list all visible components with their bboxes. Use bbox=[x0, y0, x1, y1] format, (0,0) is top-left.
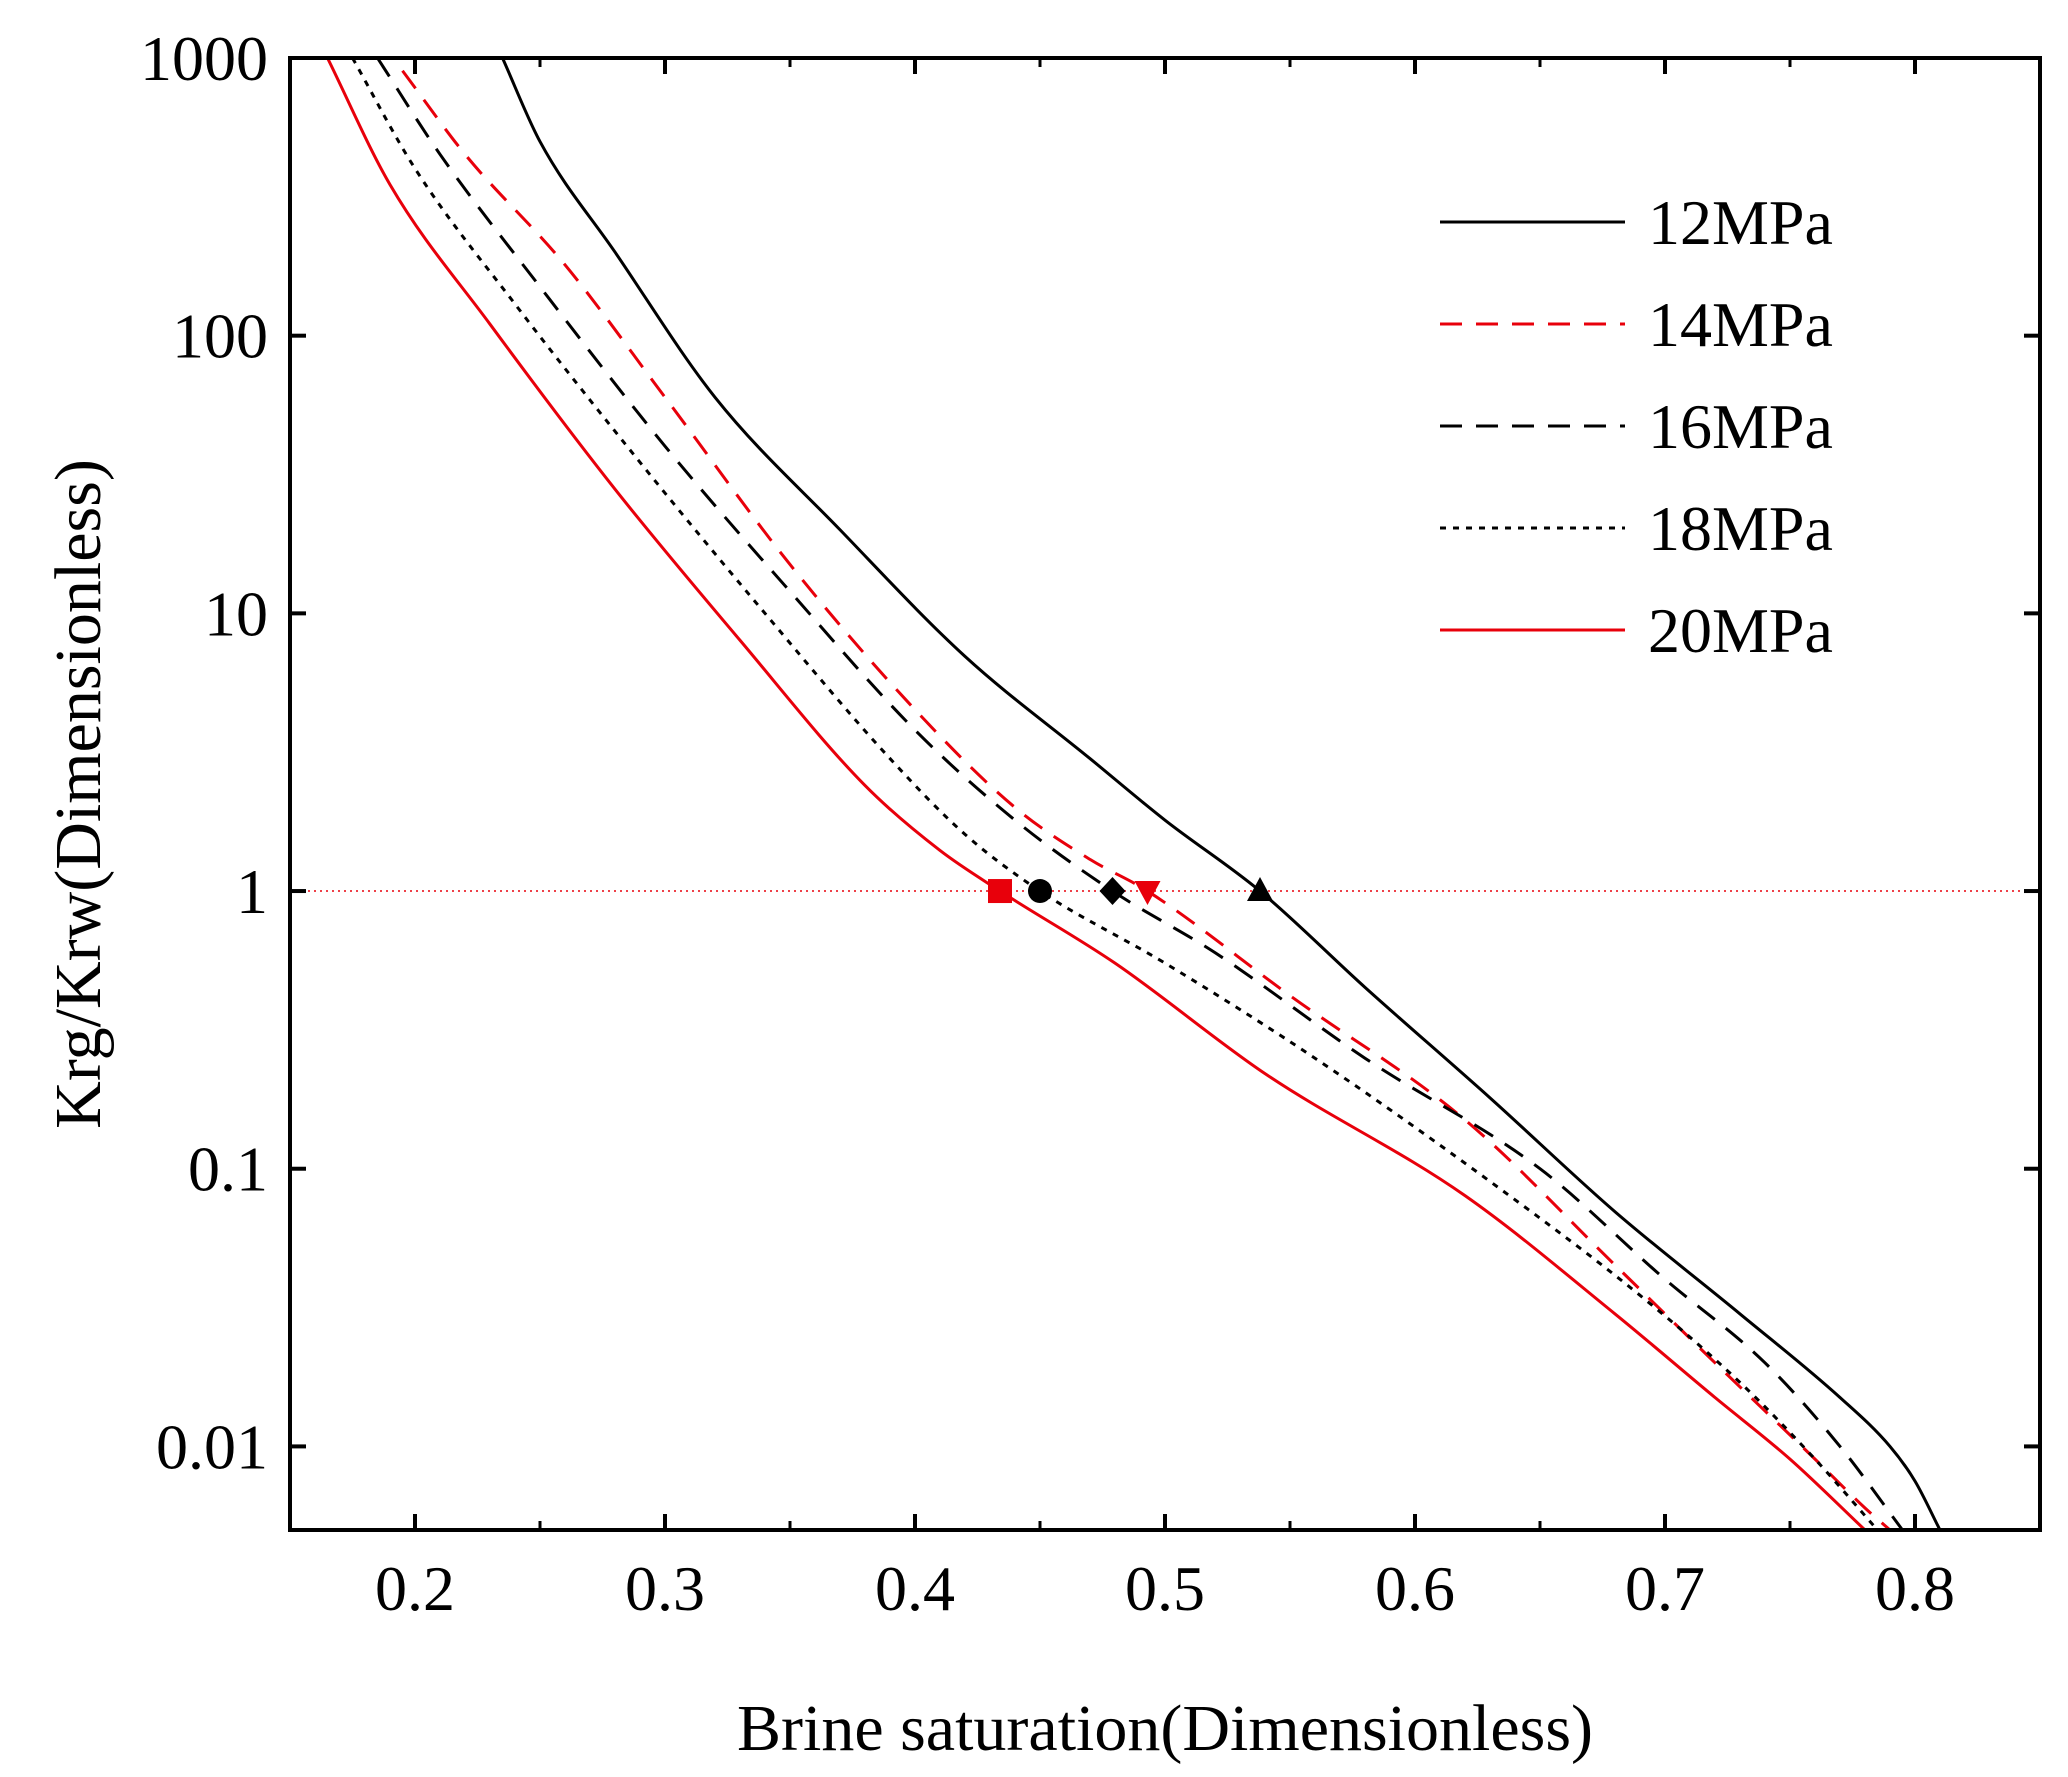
y-tick-label: 0.1 bbox=[188, 1134, 268, 1205]
legend-label-12MPa: 12MPa bbox=[1648, 187, 1833, 258]
y-tick-label: 100 bbox=[172, 301, 268, 372]
legend-label-18MPa: 18MPa bbox=[1648, 493, 1833, 564]
y-tick-label: 1 bbox=[236, 856, 268, 927]
legend-label-14MPa: 14MPa bbox=[1648, 289, 1833, 360]
y-tick-label: 1000 bbox=[140, 23, 268, 94]
x-tick-label: 0.2 bbox=[375, 1553, 455, 1624]
marker-18MPa bbox=[1028, 879, 1052, 904]
series-line-14MPa bbox=[401, 69, 1891, 1530]
series-line-18MPa bbox=[351, 58, 1879, 1530]
y-axis-title: Krg/Krw(Dimensionless) bbox=[42, 459, 115, 1129]
marker-14MPa bbox=[1134, 881, 1161, 906]
x-tick-label: 0.6 bbox=[1375, 1553, 1455, 1624]
x-axis-title: Brine saturation(Dimensionless) bbox=[737, 1692, 1593, 1765]
y-tick-label: 0.01 bbox=[156, 1411, 268, 1482]
legend-label-20MPa: 20MPa bbox=[1648, 595, 1833, 666]
marker-12MPa bbox=[1247, 877, 1273, 902]
x-tick-label: 0.3 bbox=[625, 1553, 705, 1624]
legend-label-16MPa: 16MPa bbox=[1648, 391, 1833, 462]
marker-20MPa bbox=[988, 879, 1012, 904]
series-line-12MPa bbox=[501, 58, 1942, 1530]
marker-16MPa bbox=[1099, 877, 1126, 906]
y-tick-label: 10 bbox=[204, 578, 268, 649]
x-tick-label: 0.4 bbox=[875, 1553, 955, 1624]
x-tick-label: 0.8 bbox=[1875, 1553, 1955, 1624]
x-tick-label: 0.7 bbox=[1625, 1553, 1705, 1624]
x-tick-label: 0.5 bbox=[1125, 1553, 1205, 1624]
legend: 12MPa 14MPa 16MPa 18MPa 20MPa bbox=[1440, 187, 1833, 666]
series-line-16MPa bbox=[376, 58, 1904, 1530]
